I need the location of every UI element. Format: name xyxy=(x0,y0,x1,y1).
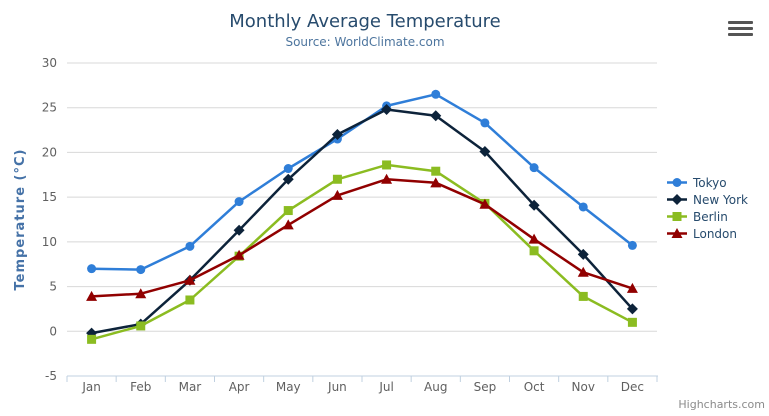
data-point-london[interactable] xyxy=(331,189,343,200)
legend-label: Berlin xyxy=(693,209,728,224)
data-point-london[interactable] xyxy=(626,282,638,293)
data-point-tokyo[interactable] xyxy=(136,265,146,275)
data-point-tokyo[interactable] xyxy=(185,241,195,251)
legend-marker-berlin[interactable] xyxy=(672,212,682,221)
data-point-london[interactable] xyxy=(233,249,245,260)
y-axis-label: 20 xyxy=(42,145,57,159)
data-point-london[interactable] xyxy=(381,173,393,184)
data-point-tokyo[interactable] xyxy=(529,163,539,173)
data-point-new-york[interactable] xyxy=(479,146,491,158)
legend-label: London xyxy=(693,226,737,241)
legend-circle-icon xyxy=(667,178,687,187)
data-point-london[interactable] xyxy=(528,233,540,244)
x-axis-label: Aug xyxy=(424,380,447,394)
y-axis-label: 0 xyxy=(49,324,57,338)
data-point-london[interactable] xyxy=(86,290,98,301)
legend-label: Tokyo xyxy=(693,175,727,190)
legend-label: New York xyxy=(693,192,748,207)
y-axis-label: 25 xyxy=(42,101,57,115)
legend-item-london[interactable]: London xyxy=(666,225,748,242)
series-london xyxy=(86,173,638,301)
data-point-berlin[interactable] xyxy=(529,246,539,256)
data-point-berlin[interactable] xyxy=(87,334,97,344)
x-axis-label: Apr xyxy=(229,380,250,394)
data-point-london[interactable] xyxy=(479,198,491,209)
legend-marker-new-york[interactable] xyxy=(671,194,683,205)
x-axis-label: May xyxy=(276,380,301,394)
data-point-london[interactable] xyxy=(135,288,147,299)
legend-item-new-york[interactable]: New York xyxy=(666,191,748,208)
data-point-new-york[interactable] xyxy=(528,199,540,211)
x-axis-label: Oct xyxy=(524,380,545,394)
data-point-new-york[interactable] xyxy=(233,224,245,236)
data-point-tokyo[interactable] xyxy=(578,202,588,212)
data-point-berlin[interactable] xyxy=(578,291,588,301)
data-point-london[interactable] xyxy=(282,219,294,230)
x-axis-label: Mar xyxy=(179,380,202,394)
legend-item-tokyo[interactable]: Tokyo xyxy=(666,174,748,191)
chart-title: Monthly Average Temperature xyxy=(229,11,501,32)
x-axis-label: Sep xyxy=(474,380,497,394)
x-axis-label: Nov xyxy=(572,380,595,394)
x-axis-label: Feb xyxy=(130,380,151,394)
credits-link[interactable]: Highcharts.com xyxy=(678,398,765,411)
legend-item-berlin[interactable]: Berlin xyxy=(666,208,748,225)
data-point-berlin[interactable] xyxy=(185,295,195,305)
data-point-tokyo[interactable] xyxy=(431,89,441,99)
chart-subtitle: Source: WorldClimate.com xyxy=(285,35,445,49)
data-point-new-york[interactable] xyxy=(430,110,442,122)
data-point-new-york[interactable] xyxy=(626,303,638,315)
x-axis-label: Dec xyxy=(621,380,644,394)
hamburger-icon xyxy=(728,21,753,24)
data-point-tokyo[interactable] xyxy=(283,164,293,174)
series-line-berlin xyxy=(90,163,634,341)
data-point-new-york[interactable] xyxy=(331,129,343,141)
legend-marker-london[interactable] xyxy=(671,228,683,238)
series-line-new-york xyxy=(90,108,634,335)
export-menu-button[interactable] xyxy=(728,21,753,36)
y-axis-label: 15 xyxy=(42,190,57,204)
y-axis-label: -5 xyxy=(45,369,57,383)
data-point-london[interactable] xyxy=(430,177,442,188)
data-point-tokyo[interactable] xyxy=(87,264,97,274)
series-tokyo xyxy=(87,89,637,275)
y-axis-title: Temperature (°C) xyxy=(13,149,28,291)
series-new-york xyxy=(86,104,638,339)
data-point-new-york[interactable] xyxy=(577,248,589,260)
legend-triangle-icon xyxy=(667,228,687,238)
legend-diamond-icon xyxy=(667,194,687,205)
data-point-berlin[interactable] xyxy=(627,317,637,327)
legend-marker-tokyo[interactable] xyxy=(672,178,682,187)
legend: Tokyo New York Berlin London xyxy=(666,174,748,242)
data-point-berlin[interactable] xyxy=(431,166,441,176)
data-point-berlin[interactable] xyxy=(332,174,342,184)
data-point-berlin[interactable] xyxy=(382,160,392,170)
hamburger-icon xyxy=(728,33,753,36)
y-axis-label: 5 xyxy=(49,280,57,294)
data-point-london[interactable] xyxy=(577,266,589,277)
y-axis-label: 10 xyxy=(42,235,57,249)
data-point-berlin[interactable] xyxy=(283,206,293,216)
data-point-new-york[interactable] xyxy=(282,173,294,185)
y-axis-label: 30 xyxy=(42,56,57,70)
data-point-tokyo[interactable] xyxy=(480,118,490,128)
data-point-london[interactable] xyxy=(184,274,196,285)
hamburger-icon xyxy=(728,27,753,30)
x-axis-label: Jul xyxy=(378,380,393,394)
data-point-tokyo[interactable] xyxy=(627,240,637,250)
legend-square-icon xyxy=(667,212,687,221)
series-line-tokyo xyxy=(90,93,634,271)
x-axis-label: Jan xyxy=(81,380,101,394)
series-line-london xyxy=(90,178,634,298)
data-point-berlin[interactable] xyxy=(136,321,146,331)
x-axis-label: Jun xyxy=(327,380,347,394)
data-point-tokyo[interactable] xyxy=(234,197,244,207)
data-point-new-york[interactable] xyxy=(381,104,393,116)
